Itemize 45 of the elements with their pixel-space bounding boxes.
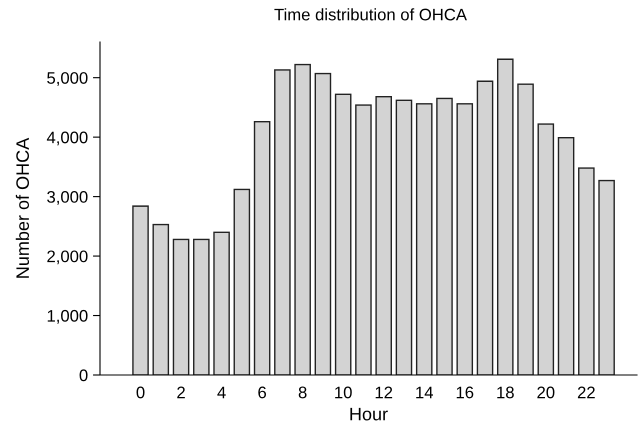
bar [213, 232, 230, 375]
x-axis-title: Hour [350, 408, 388, 420]
x-tick-label: 8 [298, 386, 307, 398]
bar [416, 103, 433, 375]
bar [375, 96, 392, 375]
x-tick-label: 18 [497, 386, 514, 398]
bar [355, 104, 372, 375]
bar [234, 188, 250, 375]
x-tick-label: 6 [258, 386, 266, 398]
bar [152, 224, 170, 375]
bar [193, 238, 210, 375]
bar [558, 137, 574, 375]
bar [274, 69, 291, 375]
x-tick-label: 10 [335, 386, 352, 398]
bar [172, 238, 190, 375]
y-tick-label: 1,000 [48, 310, 88, 324]
y-tick-label: 5,000 [47, 72, 88, 86]
x-tick-label: 14 [416, 386, 434, 398]
bar [538, 123, 554, 375]
x-tick-label: 22 [578, 386, 595, 398]
bar [396, 100, 412, 375]
bar [496, 58, 514, 375]
bar [598, 180, 615, 375]
y-tick-label: 0 [80, 369, 88, 382]
bar [476, 80, 494, 375]
x-tick-label: 20 [537, 386, 554, 398]
bar [456, 103, 474, 375]
bar [294, 64, 311, 375]
bar [517, 84, 534, 375]
bar [132, 205, 149, 375]
chart-title: Time distribution of OHCA [274, 8, 467, 20]
bar [314, 72, 332, 375]
x-tick-label: 16 [456, 386, 474, 398]
x-tick-label: 0 [136, 386, 145, 398]
y-axis-title: Number of OHCA [16, 138, 30, 278]
bar [436, 98, 453, 375]
y-tick-label: 4,000 [46, 132, 88, 146]
y-tick-label: 3,000 [47, 191, 88, 205]
bar [254, 120, 270, 375]
y-tick-label: 2,000 [47, 250, 88, 264]
bar [334, 94, 352, 375]
bar [578, 167, 595, 375]
x-tick-label: 12 [376, 386, 392, 398]
x-tick-label: 4 [217, 386, 226, 398]
x-tick-label: 2 [177, 386, 185, 398]
